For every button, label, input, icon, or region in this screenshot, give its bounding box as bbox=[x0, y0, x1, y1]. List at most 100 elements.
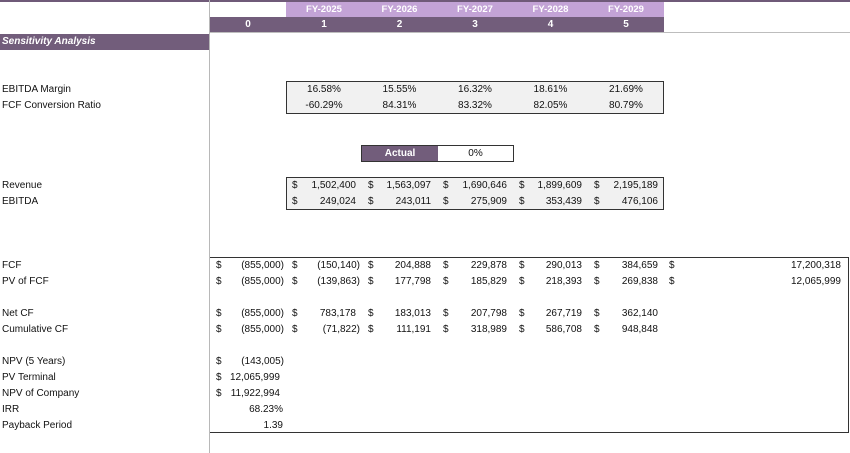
row-label-ebitda: EBITDA bbox=[2, 196, 39, 207]
ebitda-y4[interactable]: 353,439 bbox=[545, 196, 582, 207]
currency-symbol: $ bbox=[594, 308, 600, 319]
cum-cf-y5[interactable]: 948,848 bbox=[621, 324, 658, 335]
revenue-y3[interactable]: 1,690,646 bbox=[462, 180, 508, 191]
npv-5-years-value[interactable]: (143,005) bbox=[241, 356, 284, 367]
fcf-y1[interactable]: (150,140) bbox=[317, 260, 360, 271]
currency-symbol: $ bbox=[519, 196, 525, 207]
header-period-5: 5 bbox=[588, 17, 664, 32]
header-fy-2: FY-2026 bbox=[362, 2, 437, 17]
fcf-y2[interactable]: 204,888 bbox=[394, 260, 431, 271]
row-label-net-cf: Net CF bbox=[2, 308, 34, 319]
pv-terminal-value[interactable]: 12,065,999 bbox=[229, 372, 280, 383]
cashflow-box bbox=[210, 257, 849, 433]
currency-symbol: $ bbox=[443, 324, 449, 335]
pv-fcf-y1[interactable]: (139,863) bbox=[317, 276, 360, 287]
currency-symbol: $ bbox=[292, 324, 298, 335]
currency-symbol: $ bbox=[519, 260, 525, 271]
fcf-conversion-y4[interactable]: 82.05% bbox=[533, 100, 568, 111]
net-cf-y0[interactable]: (855,000) bbox=[241, 308, 284, 319]
fcf-y3[interactable]: 229,878 bbox=[470, 260, 507, 271]
net-cf-y2[interactable]: 183,013 bbox=[394, 308, 431, 319]
cum-cf-y3[interactable]: 318,989 bbox=[470, 324, 507, 335]
header-fy-1: FY-2025 bbox=[286, 2, 362, 17]
header-period-0: 0 bbox=[210, 17, 286, 32]
ebitda-y1[interactable]: 249,024 bbox=[319, 196, 356, 207]
currency-symbol: $ bbox=[443, 180, 449, 191]
fcf-conversion-y5[interactable]: 80.79% bbox=[609, 100, 643, 111]
scenario-value-input[interactable]: 0% bbox=[438, 146, 513, 161]
currency-symbol: $ bbox=[216, 308, 222, 319]
row-label-fcf-conversion: FCF Conversion Ratio bbox=[2, 100, 101, 111]
ebitda-y5[interactable]: 476,106 bbox=[621, 196, 658, 207]
row-label-irr: IRR bbox=[2, 404, 20, 415]
pv-fcf-y5[interactable]: 269,838 bbox=[621, 276, 658, 287]
cum-cf-y0[interactable]: (855,000) bbox=[241, 324, 284, 335]
npv-of-company-value[interactable]: 11,922,994 bbox=[230, 388, 280, 399]
revenue-y4[interactable]: 1,899,609 bbox=[537, 180, 583, 191]
fcf-terminal[interactable]: 17,200,318 bbox=[790, 260, 841, 271]
currency-symbol: $ bbox=[443, 276, 449, 287]
header-period-1: 1 bbox=[286, 17, 362, 32]
fcf-y5[interactable]: 384,659 bbox=[621, 260, 658, 271]
currency-symbol: $ bbox=[368, 308, 374, 319]
cum-cf-y1[interactable]: (71,822) bbox=[322, 324, 360, 335]
currency-symbol: $ bbox=[216, 388, 222, 399]
fcf-y4[interactable]: 290,013 bbox=[545, 260, 582, 271]
currency-symbol: $ bbox=[519, 180, 525, 191]
row-label-ebitda-margin: EBITDA Margin bbox=[2, 84, 71, 95]
currency-symbol: $ bbox=[292, 180, 298, 191]
irr-value[interactable]: 68.23% bbox=[249, 404, 283, 415]
income-box bbox=[286, 177, 664, 210]
pv-fcf-terminal[interactable]: 12,065,999 bbox=[790, 276, 841, 287]
fcf-conversion-y1[interactable]: -60.29% bbox=[305, 100, 343, 111]
row-label-fcf: FCF bbox=[2, 260, 22, 271]
fcf-conversion-y3[interactable]: 83.32% bbox=[458, 100, 492, 111]
row-label-npv-5-years: NPV (5 Years) bbox=[2, 356, 66, 367]
ebitda-margin-y2[interactable]: 15.55% bbox=[382, 84, 417, 95]
currency-symbol: $ bbox=[216, 372, 222, 383]
currency-symbol: $ bbox=[594, 180, 600, 191]
revenue-y5[interactable]: 2,195,189 bbox=[613, 180, 659, 191]
currency-symbol: $ bbox=[519, 308, 525, 319]
ebitda-y3[interactable]: 275,909 bbox=[470, 196, 507, 207]
header-underline bbox=[210, 32, 850, 33]
currency-symbol: $ bbox=[669, 260, 675, 271]
ebitda-margin-y5[interactable]: 21.69% bbox=[609, 84, 643, 95]
revenue-y1[interactable]: 1,502,400 bbox=[311, 180, 357, 191]
net-cf-y5[interactable]: 362,140 bbox=[621, 308, 658, 319]
pv-fcf-y0[interactable]: (855,000) bbox=[241, 276, 284, 287]
fcf-y0[interactable]: (855,000) bbox=[241, 260, 284, 271]
currency-symbol: $ bbox=[216, 324, 222, 335]
currency-symbol: $ bbox=[594, 196, 600, 207]
net-cf-y1[interactable]: 783,178 bbox=[319, 308, 356, 319]
pv-fcf-y4[interactable]: 218,393 bbox=[545, 276, 582, 287]
net-cf-y4[interactable]: 267,719 bbox=[545, 308, 582, 319]
ebitda-margin-y4[interactable]: 18.61% bbox=[533, 84, 568, 95]
currency-symbol: $ bbox=[443, 260, 449, 271]
pv-fcf-y3[interactable]: 185,829 bbox=[470, 276, 507, 287]
currency-symbol: $ bbox=[216, 356, 222, 367]
revenue-y2[interactable]: 1,563,097 bbox=[386, 180, 432, 191]
currency-symbol: $ bbox=[368, 324, 374, 335]
pv-fcf-y2[interactable]: 177,798 bbox=[394, 276, 431, 287]
currency-symbol: $ bbox=[594, 276, 600, 287]
fcf-conversion-y2[interactable]: 84.31% bbox=[382, 100, 417, 111]
currency-symbol: $ bbox=[443, 196, 449, 207]
currency-symbol: $ bbox=[519, 324, 525, 335]
header-period-4: 4 bbox=[513, 17, 588, 32]
scenario-label: Actual bbox=[362, 146, 438, 161]
currency-symbol: $ bbox=[594, 260, 600, 271]
ebitda-margin-y3[interactable]: 16.32% bbox=[458, 84, 492, 95]
header-period-2: 2 bbox=[362, 17, 437, 32]
cum-cf-y4[interactable]: 586,708 bbox=[545, 324, 582, 335]
currency-symbol: $ bbox=[443, 308, 449, 319]
column-divider bbox=[209, 0, 210, 453]
ebitda-y2[interactable]: 243,011 bbox=[395, 196, 431, 207]
net-cf-y3[interactable]: 207,798 bbox=[470, 308, 507, 319]
payback-period-value[interactable]: 1.39 bbox=[263, 420, 283, 431]
row-label-npv-of-company: NPV of Company bbox=[2, 388, 80, 399]
cum-cf-y2[interactable]: 111,191 bbox=[396, 324, 431, 335]
currency-symbol: $ bbox=[292, 260, 298, 271]
currency-symbol: $ bbox=[669, 276, 675, 287]
ebitda-margin-y1[interactable]: 16.58% bbox=[307, 84, 341, 95]
